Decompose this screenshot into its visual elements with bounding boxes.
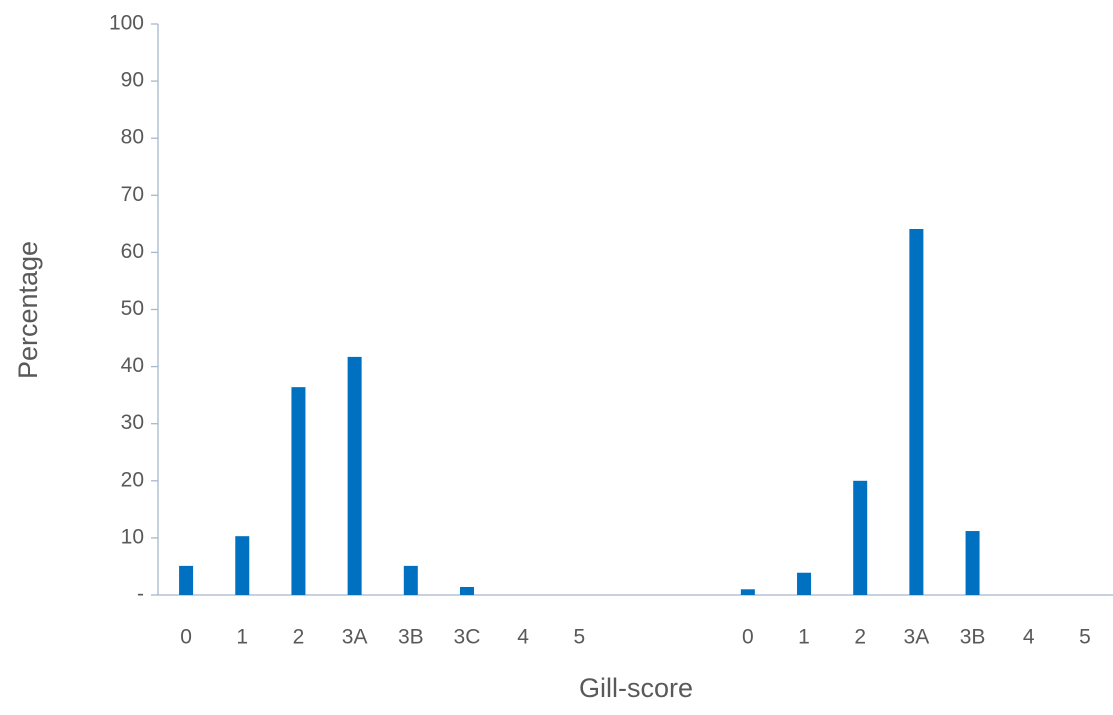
bar (291, 387, 306, 595)
x-tick-label: 3B (960, 626, 986, 649)
y-tick-label: 80 (121, 126, 144, 149)
bar (235, 536, 250, 595)
y-tick-label: 40 (121, 354, 144, 377)
y-tick-label: 90 (121, 69, 144, 92)
y-tick-label: 30 (121, 411, 144, 434)
y-tick-label: 10 (121, 525, 144, 548)
x-tick-label: 3A (342, 626, 368, 649)
x-tick-label: 3A (904, 626, 930, 649)
y-tick-label: 60 (121, 240, 144, 263)
x-axis-title: Gill-score (579, 673, 693, 703)
bar (403, 565, 418, 595)
y-tick-label: - (137, 583, 144, 606)
x-tick-label: 4 (517, 626, 529, 649)
y-axis-title: Percentage (13, 241, 43, 379)
x-tick-label: 2 (293, 626, 305, 649)
y-tick-label: 100 (109, 12, 144, 35)
x-tick-label: 1 (798, 626, 810, 649)
bar (179, 565, 194, 595)
y-tick-label: 70 (121, 183, 144, 206)
x-tick-label: 5 (573, 626, 585, 649)
x-tick-label: 1 (236, 626, 248, 649)
bar (797, 572, 812, 595)
x-tick-label: 3B (398, 626, 424, 649)
y-tick-label: 20 (121, 468, 144, 491)
x-tick-label: 5 (1079, 626, 1091, 649)
x-tick-label: 4 (1023, 626, 1035, 649)
x-tick-label: 3C (454, 626, 481, 649)
bar (965, 531, 980, 595)
y-tick-label: 50 (121, 297, 144, 320)
bar (740, 589, 755, 595)
bar (459, 587, 474, 595)
x-tick-label: 0 (180, 626, 192, 649)
bar (909, 228, 924, 595)
bar (853, 480, 868, 595)
bar (347, 356, 362, 595)
x-tick-label: 0 (742, 626, 754, 649)
x-tick-label: 2 (854, 626, 866, 649)
